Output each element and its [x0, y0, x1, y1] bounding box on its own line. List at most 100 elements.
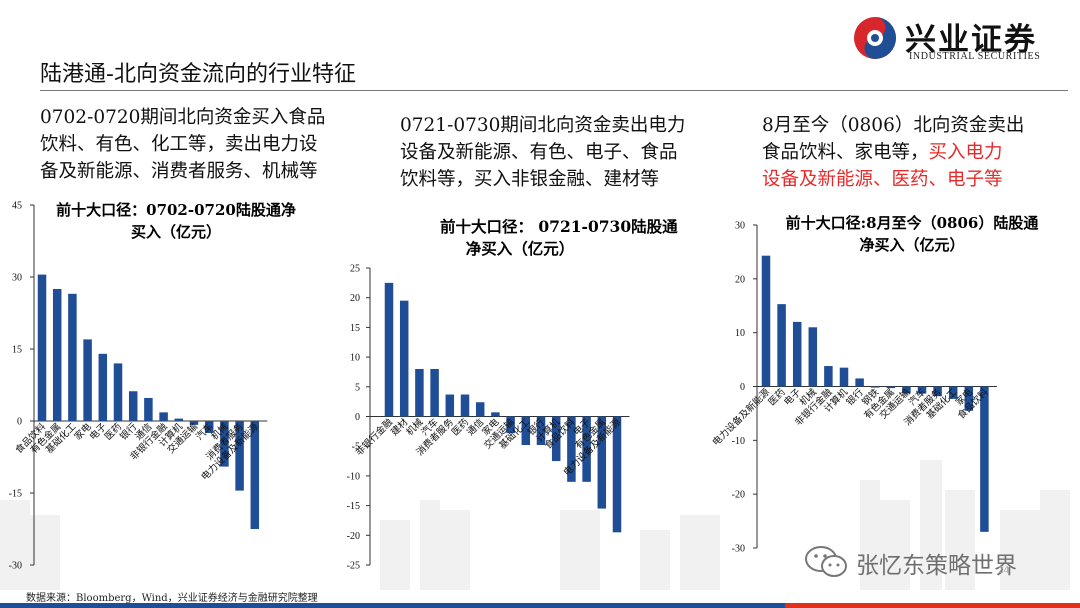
bar	[128, 391, 138, 421]
bar	[415, 368, 424, 417]
desc-line: 饮料等，买入非银金融、建材等	[400, 169, 660, 190]
bar	[399, 300, 409, 417]
desc-line: 0702-0720期间北向资金买入食品	[40, 107, 326, 128]
bar	[204, 421, 214, 433]
y-tick-label: -5	[352, 442, 360, 453]
y-tick-label: 0	[740, 382, 745, 393]
chart-title: 买入（亿元）	[131, 223, 221, 241]
bar	[964, 386, 974, 411]
y-tick-label: 25	[350, 264, 360, 275]
bar	[144, 397, 153, 421]
desc-highlight: 买入电力	[928, 142, 1003, 163]
bar	[68, 293, 77, 421]
bar	[824, 366, 833, 387]
y-tick-label: 20	[735, 274, 745, 285]
bar	[551, 416, 561, 462]
bar	[521, 416, 531, 446]
bar	[174, 418, 184, 421]
bar	[839, 367, 849, 387]
bar	[83, 339, 92, 421]
y-tick-label: 45	[12, 201, 22, 212]
y-tick-label: -25	[347, 561, 360, 572]
y-tick-label: 20	[350, 293, 360, 304]
wechat-icon	[805, 546, 847, 577]
bar	[980, 386, 989, 532]
bar	[761, 255, 771, 387]
middle-description: 0721-0730期间北向资金卖出电力 设备及新能源、有色、电子、食品 饮料等，…	[400, 112, 685, 193]
bar	[220, 421, 229, 467]
bar	[475, 402, 485, 417]
bar	[886, 386, 896, 389]
page-number: 24	[998, 565, 1010, 576]
desc-text: 食品饮料、家电等，	[762, 142, 929, 163]
y-tick-label: -10	[732, 436, 745, 447]
bar	[902, 386, 911, 394]
y-tick-label: 15	[350, 323, 360, 334]
bar	[52, 289, 62, 421]
bar	[612, 416, 622, 533]
chart-title: 前十大口径：0702-0720陆股通净	[56, 201, 296, 219]
bar	[113, 363, 123, 421]
watermark-text: 张忆东策略世界	[856, 553, 1017, 579]
watermark: 张忆东策略世界	[800, 540, 1070, 584]
bar	[37, 274, 47, 421]
y-tick-label: 30	[12, 273, 22, 284]
bar	[445, 394, 455, 417]
desc-line: 备及新能源、消费者服务、机械等	[40, 161, 318, 182]
logo-mark-icon	[854, 17, 896, 59]
bar	[870, 386, 880, 388]
bar	[567, 416, 576, 482]
bar	[159, 412, 168, 421]
chart-title: 净买入（亿元）	[466, 239, 575, 258]
bar	[597, 416, 607, 509]
bar	[808, 327, 818, 387]
bar	[506, 416, 515, 434]
y-tick-label: 0	[17, 417, 22, 428]
left-description: 0702-0720期间北向资金买入食品 饮料、有色、化工等，卖出电力设 备及新能…	[40, 104, 325, 185]
bar	[384, 282, 394, 417]
y-tick-label: -20	[732, 490, 745, 501]
desc-line: 饮料、有色、化工等，卖出电力设	[40, 134, 318, 155]
bar	[582, 416, 591, 482]
y-tick-label: -30	[732, 544, 745, 555]
bar	[933, 386, 942, 397]
footer-bar-blue	[0, 603, 785, 608]
logo-text: 兴业证券	[905, 22, 1037, 58]
chart-title: 前十大口径:8月至今（0806）陆股通	[786, 214, 1039, 232]
bar	[189, 421, 199, 425]
y-tick-label: -20	[347, 531, 360, 542]
skyline-background	[0, 460, 1070, 590]
desc-line: 8月至今（0806）北向资金卖出	[762, 115, 1025, 136]
bar	[491, 412, 500, 417]
y-tick-label: 15	[12, 345, 22, 356]
desc-highlight: 设备及新能源、医药、电子等	[762, 169, 1003, 190]
y-tick-label: 10	[735, 328, 745, 339]
bar	[777, 304, 786, 387]
chart-title: 净买入（亿元）	[859, 236, 964, 254]
logo-subtext: INDUSTRIAL SECURITIES	[909, 51, 1041, 62]
logo: 兴业证券 INDUSTRIAL SECURITIES	[853, 14, 1068, 64]
bar	[792, 321, 802, 387]
y-tick-label: -15	[9, 489, 22, 500]
bar	[460, 394, 470, 417]
y-tick-label: 10	[350, 353, 360, 364]
bar	[250, 421, 260, 529]
right-description: 8月至今（0806）北向资金卖出 食品饮料、家电等，买入电力 设备及新能源、医药…	[762, 112, 1024, 193]
data-source: 数据来源：Bloomberg，Wind，兴业证券经济与金融研究院整理	[26, 593, 318, 604]
y-tick-label: 30	[735, 221, 745, 232]
y-tick-label: -15	[347, 501, 360, 512]
chart-title: 前十大口径： 0721-0730陆股通	[440, 217, 678, 236]
desc-line: 设备及新能源、有色、电子、食品	[400, 142, 678, 163]
page-title: 陆港通-北向资金流向的行业特征	[40, 62, 356, 87]
desc-line: 食品饮料、家电等，买入电力	[762, 139, 1024, 166]
title-divider	[40, 90, 1068, 91]
y-tick-label: -30	[9, 561, 22, 572]
desc-line: 0721-0730期间北向资金卖出电力	[400, 115, 686, 136]
footer-bar-red	[785, 603, 1080, 608]
bar	[235, 421, 244, 491]
bar	[98, 353, 108, 421]
y-tick-label: 0	[355, 412, 360, 423]
y-tick-label: -10	[347, 471, 360, 482]
